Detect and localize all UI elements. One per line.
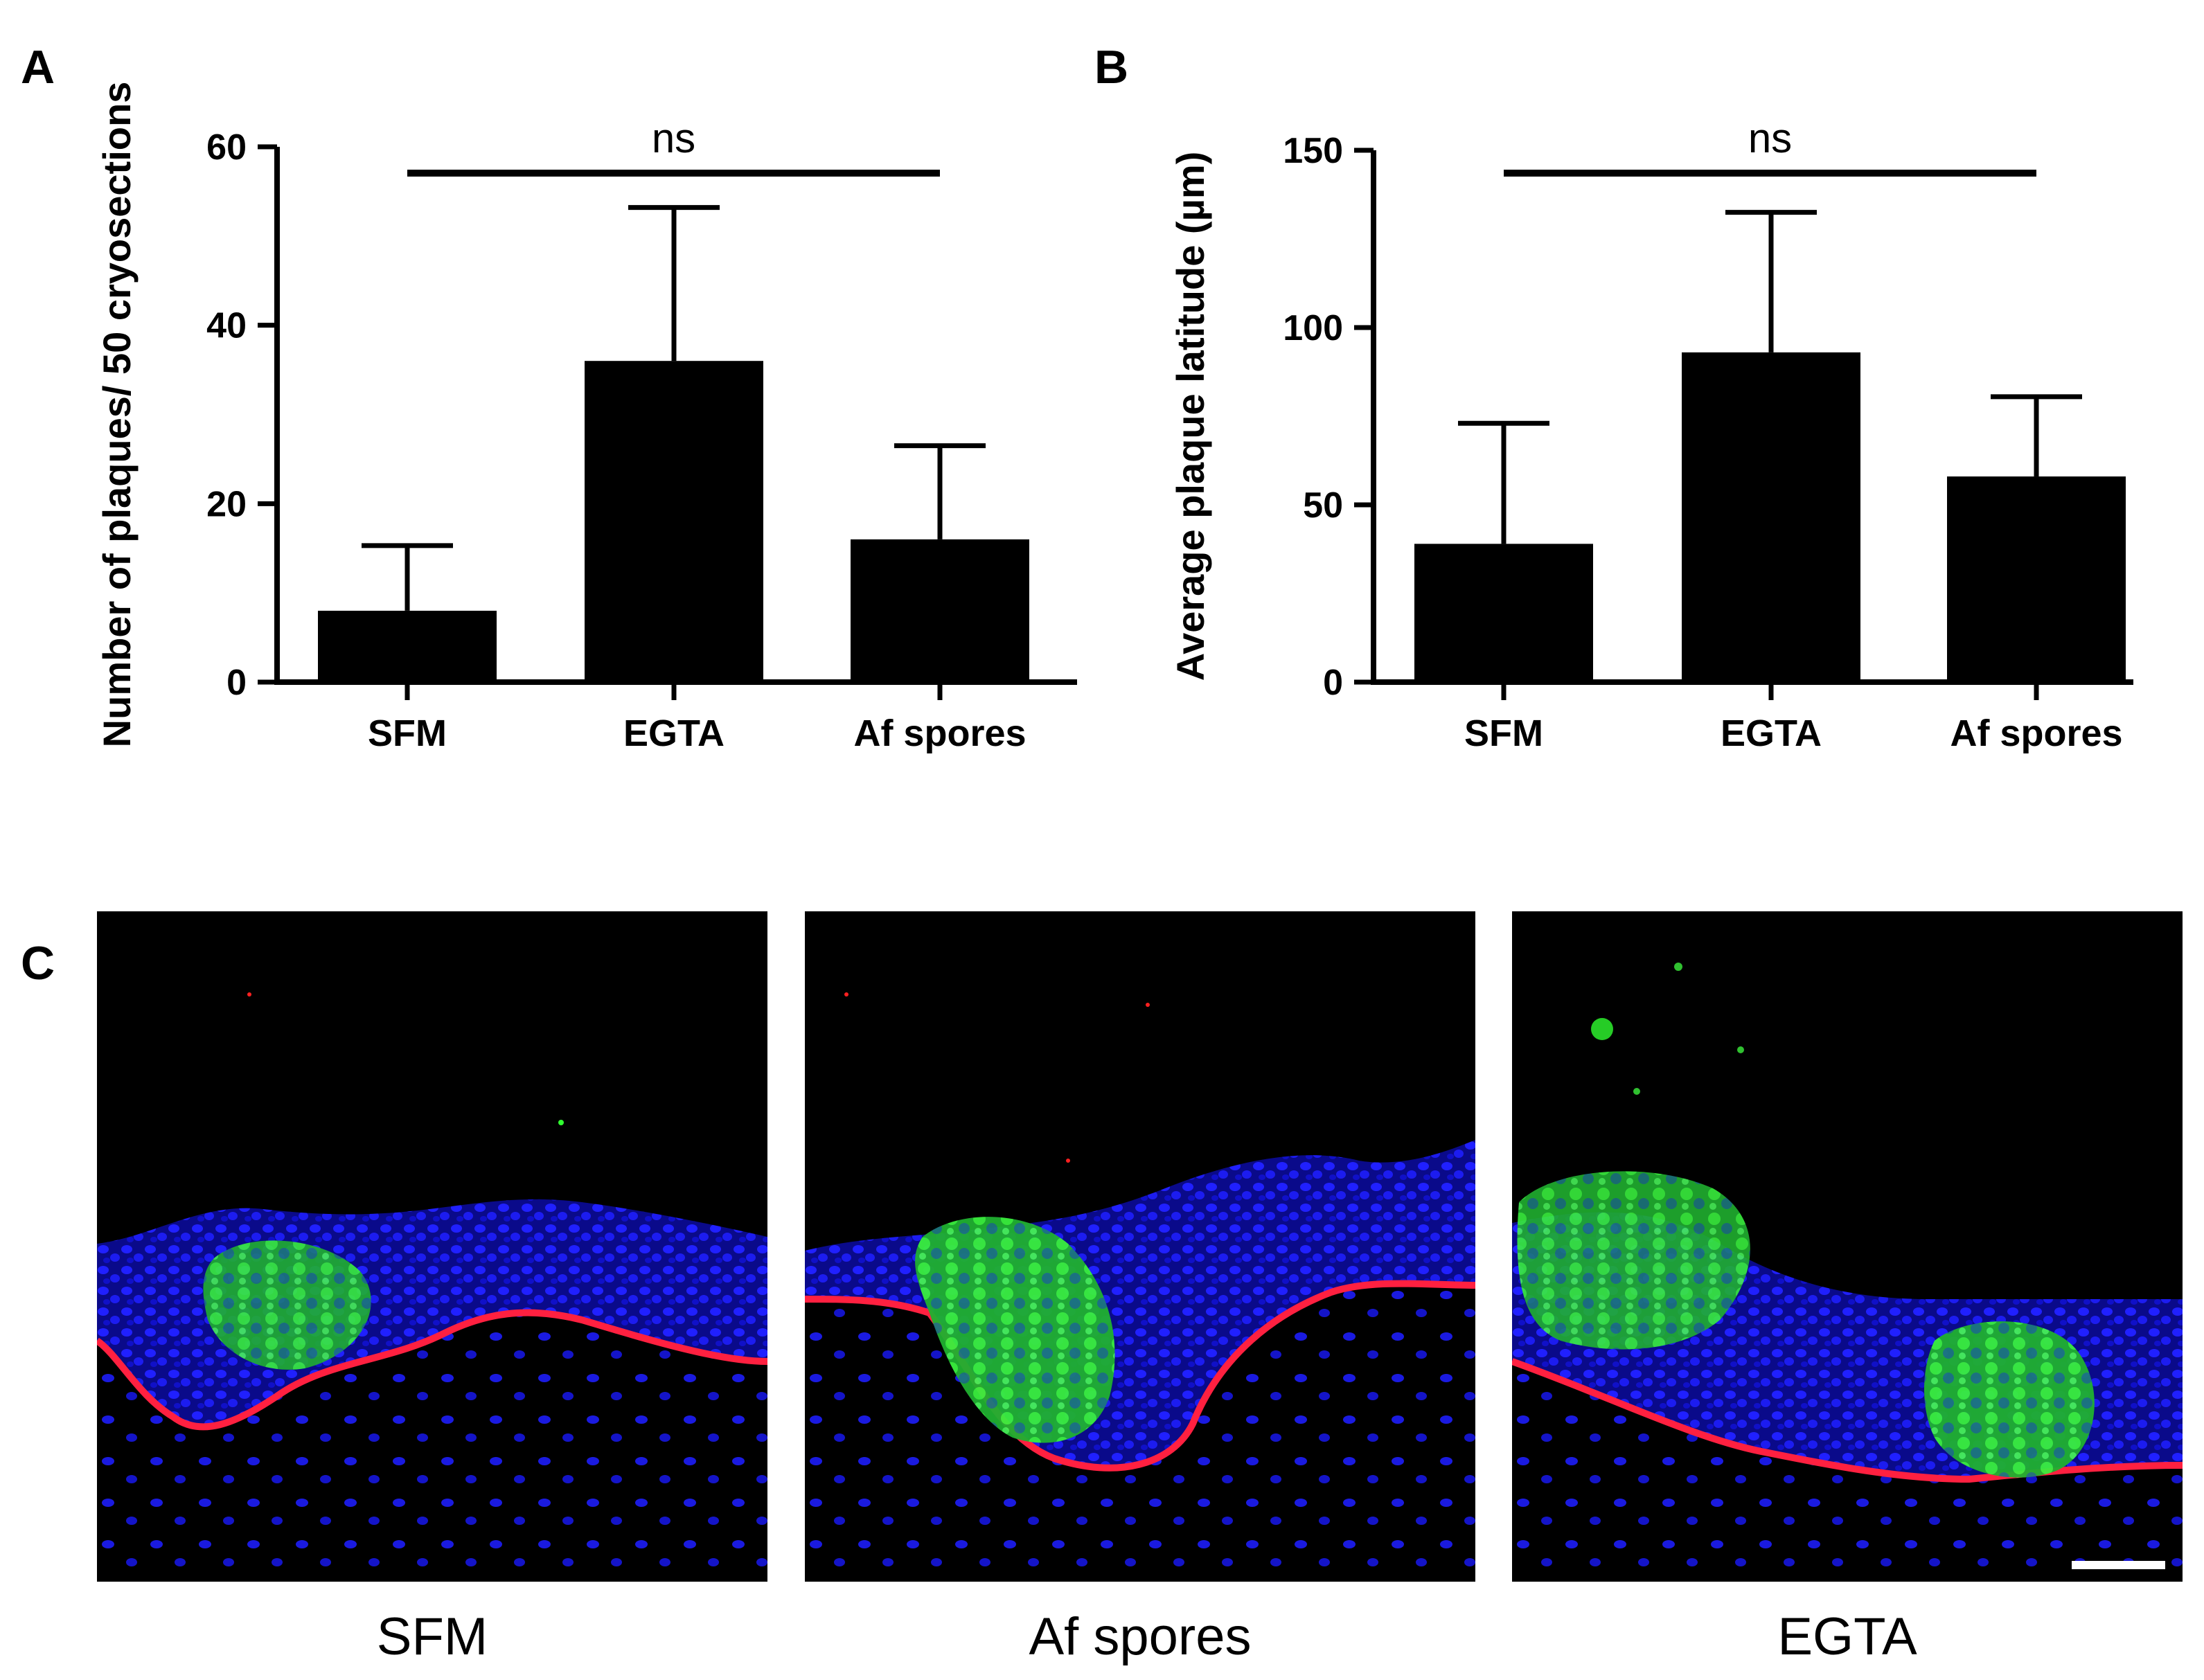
bar xyxy=(318,610,497,682)
bar xyxy=(1414,544,1593,682)
micrograph-sfm xyxy=(97,911,767,1582)
micrograph-label-sfm: SFM xyxy=(376,1607,488,1666)
y-tick-label: 0 xyxy=(1323,663,1343,703)
x-tick-label: EGTA xyxy=(623,713,725,754)
y-tick-label: 60 xyxy=(206,127,247,168)
significance-label: ns xyxy=(652,115,695,161)
x-tick-label: EGTA xyxy=(1721,713,1822,754)
y-tick-label: 50 xyxy=(1303,485,1343,526)
y-axis-label: Number of plaques/ 50 cryosections xyxy=(95,82,139,748)
panel-label-c: C xyxy=(21,937,55,990)
x-tick-label: Af spores xyxy=(853,713,1026,754)
scale-bar xyxy=(2072,1561,2165,1569)
panel-label-b: B xyxy=(1094,41,1129,93)
bar xyxy=(851,539,1029,682)
y-tick-label: 150 xyxy=(1283,131,1343,171)
bar xyxy=(1947,476,2126,682)
significance-label: ns xyxy=(1748,115,1792,161)
y-tick-label: 40 xyxy=(206,306,247,346)
y-tick-label: 100 xyxy=(1283,308,1343,348)
x-tick-label: Af spores xyxy=(1950,713,2122,754)
y-axis-label: Average plaque latitude (µm) xyxy=(1168,152,1212,681)
x-tick-label: SFM xyxy=(1464,713,1543,754)
bar xyxy=(585,361,763,682)
micrograph-label-af-spores: Af spores xyxy=(1029,1607,1252,1666)
bar-chart-a: 0 20 40 60 SFM EGTA Af spores ns Number of plaqu… xyxy=(95,82,1077,754)
micrograph-af-spores xyxy=(805,911,1475,1582)
micrograph-label-egta: EGTA xyxy=(1777,1607,1917,1666)
bar-chart-b: 0 50 100 150 SFM EGTA Af spores ns Average plaqu… xyxy=(1168,115,2133,754)
micrograph-egta xyxy=(1512,911,2183,1582)
bar xyxy=(1682,352,1860,682)
y-tick-label: 0 xyxy=(226,663,247,703)
panel-label-a: A xyxy=(21,41,55,93)
x-tick-label: SFM xyxy=(368,713,447,754)
y-tick-label: 20 xyxy=(206,484,247,524)
